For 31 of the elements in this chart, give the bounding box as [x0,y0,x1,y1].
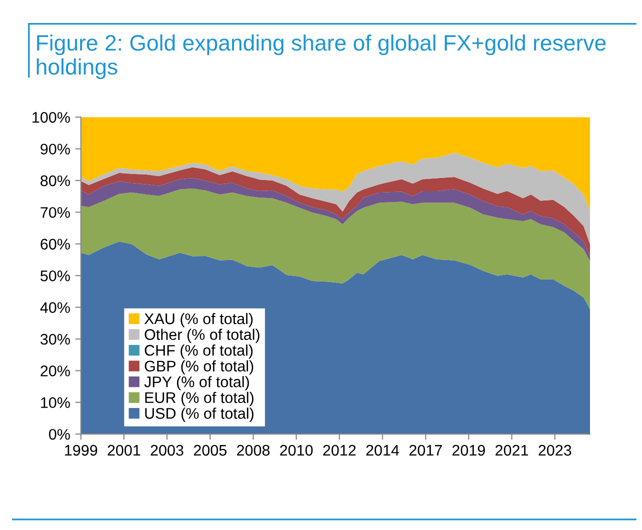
x-tick-label: 2005 [194,444,227,456]
y-tick-label: 100% [32,112,70,123]
legend-label: CHF (% of total) [144,344,253,359]
y-tick-label: 50% [40,270,70,282]
x-tick-label: 2023 [538,444,572,456]
y-tick-label: 0% [48,428,70,440]
y-tick-label: 30% [40,334,70,345]
legend-label: USD (% of total) [145,408,254,422]
x-tick-label: 2021 [496,444,528,456]
y-tick-label: 60% [40,238,70,250]
x-tick-label: 2012 [323,444,356,456]
x-tick-label: 2014 [366,444,400,456]
y-tick-label: 90% [40,144,70,155]
y-tick-label: 80% [40,175,70,186]
chart-title: Figure 2: Gold expanding share of global FX+gold reserve holdings [36,34,606,80]
x-tick-label: 2003 [150,444,184,456]
x-tick-label: 2008 [237,444,270,456]
legend-label: XAU (% of total) [144,312,253,328]
legend-label: JPY (% of total) [144,376,249,390]
x-tick-label: 2001 [108,444,140,456]
y-tick-label: 40% [40,302,70,313]
x-tick-label: 2019 [452,444,485,456]
x-tick-label: 2017 [409,444,442,456]
legend-label: GBP (% of total) [144,360,254,375]
x-tick-label: 2010 [280,444,313,456]
legend-label: Other (% of total) [144,328,260,343]
y-tick-label: 70% [40,207,70,218]
x-tick-label: 1999 [65,444,98,456]
legend-label: EUR (% of total) [145,392,254,406]
y-tick-label: 10% [41,397,70,408]
y-tick-label: 20% [40,366,70,376]
